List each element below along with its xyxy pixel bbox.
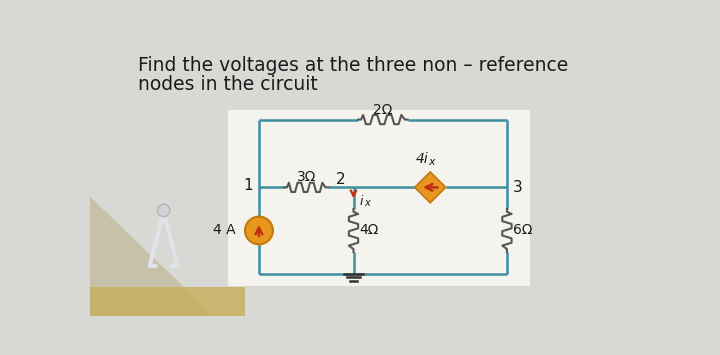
Text: 6Ω: 6Ω bbox=[513, 224, 532, 237]
Text: 3: 3 bbox=[513, 180, 523, 195]
Text: i: i bbox=[360, 195, 363, 208]
Text: 3Ω: 3Ω bbox=[297, 170, 316, 184]
Circle shape bbox=[158, 204, 170, 217]
Polygon shape bbox=[90, 197, 214, 316]
Text: 4 A: 4 A bbox=[213, 224, 235, 237]
Text: Find the voltages at the three non – reference: Find the voltages at the three non – ref… bbox=[138, 56, 568, 76]
Text: x: x bbox=[428, 157, 436, 167]
Text: x: x bbox=[364, 198, 370, 208]
Text: 4Ω: 4Ω bbox=[359, 224, 379, 237]
FancyBboxPatch shape bbox=[90, 288, 245, 316]
FancyBboxPatch shape bbox=[228, 110, 530, 286]
Text: nodes in the circuit: nodes in the circuit bbox=[138, 75, 318, 94]
Polygon shape bbox=[415, 172, 446, 203]
Text: 4i: 4i bbox=[416, 152, 428, 166]
Text: 2: 2 bbox=[336, 172, 346, 187]
Text: 1: 1 bbox=[243, 178, 253, 193]
Circle shape bbox=[245, 217, 273, 244]
Text: 2Ω: 2Ω bbox=[373, 103, 392, 116]
